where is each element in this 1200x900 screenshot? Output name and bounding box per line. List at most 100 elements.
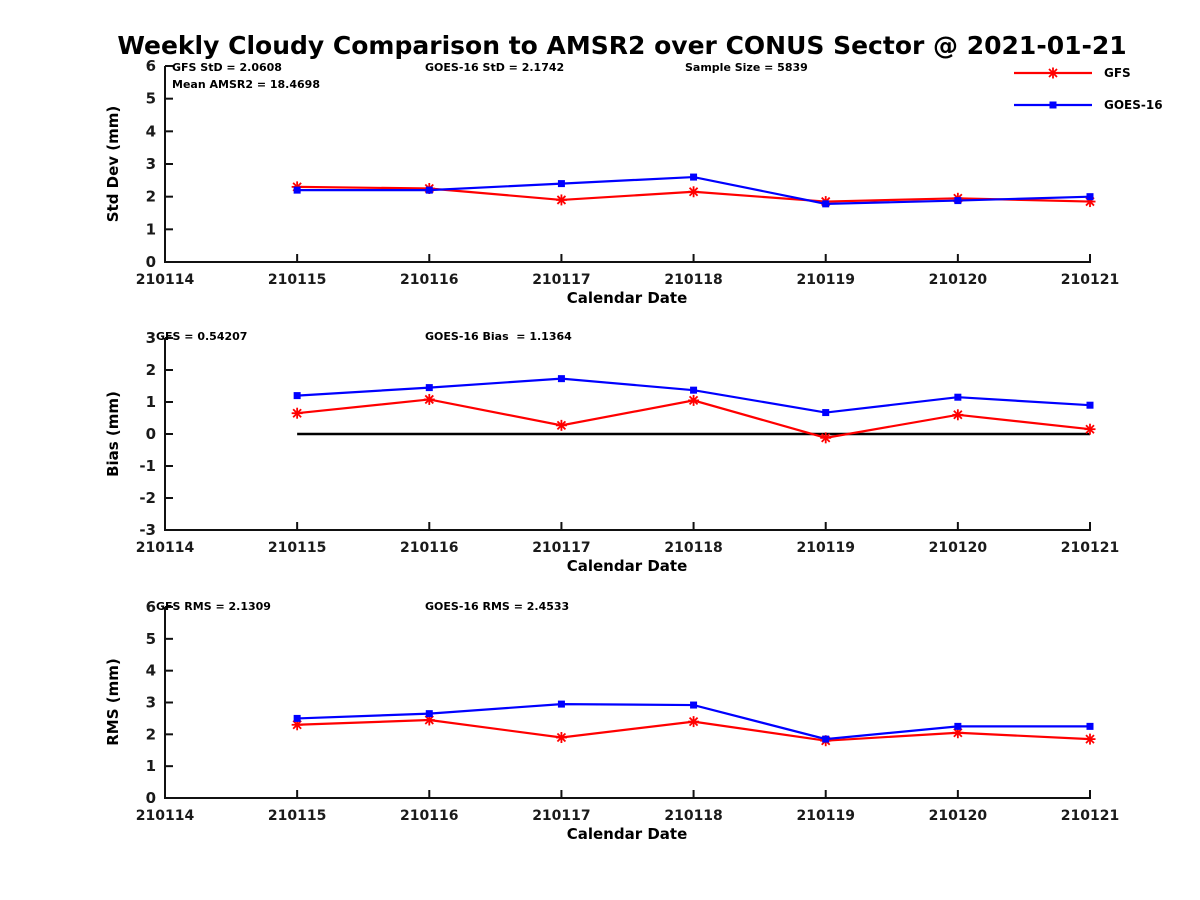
- gfs-marker: [821, 433, 831, 443]
- gfs-marker: [424, 394, 434, 405]
- annotation-gfs-bias: GFS = 0.54207: [156, 330, 248, 343]
- legend-marker: [1048, 68, 1058, 78]
- goes16-marker: [557, 180, 565, 188]
- goes16-line-sample-icon: [1014, 101, 1092, 109]
- goes16-marker: [690, 386, 698, 394]
- goes16-marker: [425, 710, 433, 718]
- figure-title: Weekly Cloudy Comparison to AMSR2 over C…: [117, 31, 1127, 60]
- x-tick-label: 210115: [268, 272, 326, 288]
- y-tick-label: -3: [139, 521, 156, 539]
- goes16-marker: [1086, 401, 1094, 409]
- gfs-marker: [556, 420, 567, 430]
- gfs-marker: [1085, 424, 1095, 434]
- legend-label-gfs: GFS: [1104, 66, 1131, 80]
- goes16-marker: [293, 186, 301, 194]
- y-tick-label: 4: [146, 122, 156, 140]
- y-tick-label: 3: [146, 155, 156, 173]
- y-tick-label: 1: [146, 757, 156, 775]
- goes16-marker: [293, 392, 301, 400]
- goes16-marker: [690, 701, 698, 709]
- annotation-goes-std: GOES-16 StD = 2.1742: [425, 61, 565, 74]
- gfs-marker: [424, 715, 434, 725]
- goes16-marker: [822, 735, 830, 743]
- x-tick-label: 210115: [268, 808, 326, 824]
- annotation-gfs-rms: GFS RMS = 2.1309: [156, 600, 271, 613]
- x-tick-label: 210117: [532, 272, 590, 288]
- x-tick-label: 210121: [1061, 272, 1119, 288]
- goes16-marker: [822, 409, 830, 417]
- y-tick-label: 6: [146, 598, 156, 616]
- y-tick-label: 3: [146, 694, 156, 712]
- goes16-marker: [1086, 722, 1094, 730]
- y-tick-label: -2: [139, 489, 156, 507]
- gfs-marker: [292, 720, 302, 730]
- y-tick-label: 5: [146, 90, 156, 108]
- goes16-marker: [293, 714, 301, 722]
- annotation-gfs-std: GFS StD = 2.0608: [172, 61, 282, 74]
- legend-item-goes16: GOES-16: [1012, 96, 1163, 114]
- y-tick-label: 2: [146, 725, 156, 743]
- xlabel-bias: Calendar Date: [567, 557, 688, 575]
- x-tick-label: 210121: [1061, 808, 1119, 824]
- gfs-marker: [292, 408, 302, 418]
- x-tick-label: 210114: [136, 272, 195, 288]
- goes16-marker: [557, 700, 565, 708]
- gfs-marker: [688, 187, 699, 197]
- goes16-marker: [1086, 193, 1094, 201]
- gfs-marker: [556, 195, 567, 205]
- x-tick-label: 210118: [664, 272, 722, 288]
- x-tick-label: 210119: [796, 808, 854, 824]
- x-tick-label: 210116: [400, 540, 458, 556]
- goes16-marker: [425, 384, 433, 392]
- x-tick-label: 210120: [929, 808, 988, 824]
- goes16-marker: [954, 197, 962, 205]
- goes16-marker: [954, 722, 962, 730]
- gfs-marker: [953, 410, 963, 420]
- x-tick-label: 210116: [400, 272, 458, 288]
- annotation-goes-bias: GOES-16 Bias = 1.1364: [425, 330, 572, 343]
- gfs-marker: [556, 732, 567, 743]
- x-tick-label: 210118: [664, 540, 722, 556]
- annotation-goes-rms: GOES-16 RMS = 2.4533: [425, 600, 570, 613]
- xlabel-std-dev: Calendar Date: [567, 289, 688, 307]
- gfs-marker: [688, 395, 699, 406]
- x-tick-label: 210119: [796, 540, 854, 556]
- legend-item-gfs: GFS: [1012, 64, 1131, 82]
- x-tick-label: 210116: [400, 808, 458, 824]
- y-tick-label: 3: [146, 329, 156, 347]
- x-tick-label: 210119: [796, 272, 854, 288]
- goes16-marker: [822, 200, 830, 208]
- legend-label-goes16: GOES-16: [1104, 98, 1163, 112]
- gfs-marker: [1085, 734, 1095, 744]
- x-tick-label: 210118: [664, 808, 722, 824]
- x-tick-label: 210120: [929, 540, 988, 556]
- goes16-marker: [690, 173, 698, 181]
- x-tick-label: 210121: [1061, 540, 1119, 556]
- y-tick-label: 0: [146, 789, 156, 807]
- legend-marker: [1049, 101, 1057, 109]
- x-tick-label: 210114: [136, 540, 195, 556]
- y-tick-label: 1: [146, 220, 156, 238]
- goes16-marker: [557, 375, 565, 383]
- y-tick-label: 5: [146, 630, 156, 648]
- xlabel-rms: Calendar Date: [567, 825, 688, 843]
- x-tick-label: 210114: [136, 808, 195, 824]
- y-tick-label: 6: [146, 57, 156, 75]
- ylabel-std-dev: Std Dev (mm): [104, 106, 122, 223]
- y-tick-label: 2: [146, 188, 156, 206]
- x-tick-label: 210117: [532, 808, 590, 824]
- gfs-marker: [688, 716, 699, 727]
- x-tick-label: 210115: [268, 540, 326, 556]
- ylabel-rms: RMS (mm): [104, 658, 122, 745]
- y-tick-label: 1: [146, 393, 156, 411]
- gfs-marker: [953, 728, 963, 738]
- annotation-sample-size: Sample Size = 5839: [685, 61, 808, 74]
- x-tick-label: 210117: [532, 540, 590, 556]
- y-tick-label: 0: [146, 425, 156, 443]
- ylabel-bias: Bias (mm): [104, 391, 122, 477]
